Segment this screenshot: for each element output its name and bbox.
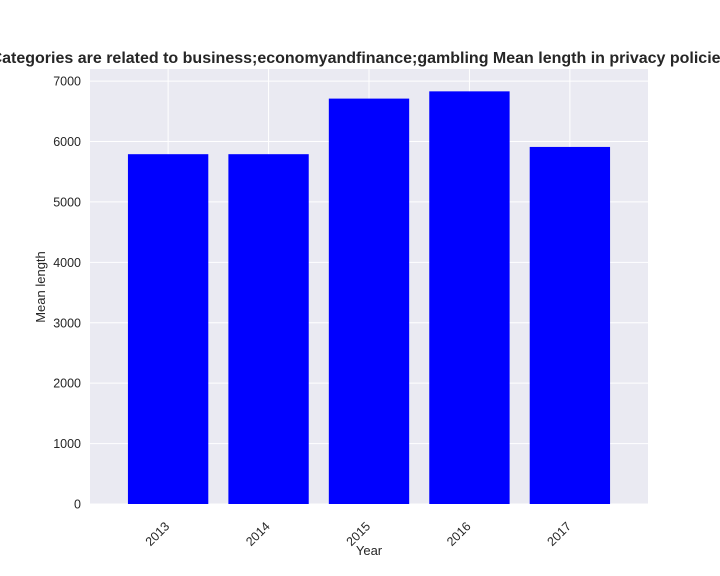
y-tick-label: 3000 xyxy=(53,316,81,330)
bar-2014 xyxy=(228,154,309,504)
y-tick-label: 4000 xyxy=(53,256,81,270)
y-axis-ticks: 0 1000 2000 3000 4000 5000 6000 7000 xyxy=(53,75,81,512)
x-tick-label: 2014 xyxy=(243,519,273,549)
y-tick-label: 2000 xyxy=(53,377,81,391)
x-axis-label: Year xyxy=(356,543,383,558)
y-tick-label: 7000 xyxy=(53,75,81,89)
bar-2013 xyxy=(127,154,209,504)
chart-title: Categories are related to business;econo… xyxy=(0,50,720,67)
bar-2017 xyxy=(529,146,611,504)
y-tick-label: 6000 xyxy=(53,135,81,149)
x-tick-label: 2013 xyxy=(143,519,173,549)
bars xyxy=(127,91,611,505)
y-axis-label: Mean length xyxy=(33,251,48,323)
y-tick-label: 0 xyxy=(74,498,81,512)
y-tick-label: 5000 xyxy=(53,195,81,209)
bar-2016 xyxy=(429,91,510,505)
x-tick-label: 2016 xyxy=(444,519,474,549)
bar-2015 xyxy=(328,98,410,505)
y-tick-label: 1000 xyxy=(53,437,81,451)
x-tick-label: 2017 xyxy=(545,519,575,549)
